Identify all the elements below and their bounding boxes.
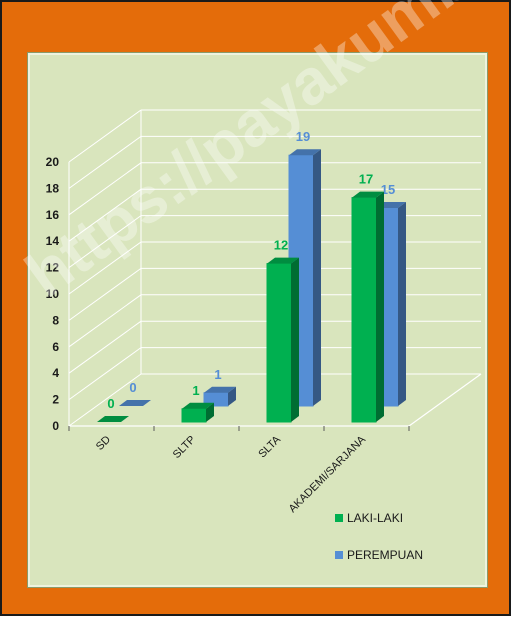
bar-side-laki <box>291 257 299 422</box>
bar-side-perempuan <box>228 386 236 406</box>
x-category-label: AKADEMI/SARJANA <box>287 433 369 515</box>
legend-label: PEREMPUAN <box>347 548 423 562</box>
x-category-label: SD <box>94 434 113 453</box>
y-tick-label: 0 <box>52 419 59 433</box>
x-category-label: SLTP <box>171 434 198 461</box>
data-label: 12 <box>274 238 288 253</box>
side-gridline <box>68 320 142 374</box>
bar-top-perempuan <box>289 149 321 156</box>
data-label: 15 <box>381 182 395 197</box>
bar-top-laki <box>352 191 384 198</box>
side-gridline <box>68 267 142 321</box>
y-tick-label: 2 <box>52 393 59 407</box>
y-tick-label: 20 <box>46 155 60 169</box>
bar-top-laki <box>97 416 129 422</box>
floor-right-edge <box>408 373 482 427</box>
bar-front-laki <box>351 197 377 423</box>
side-gridline <box>68 347 142 401</box>
plot-area <box>27 52 488 588</box>
side-gridline <box>68 135 142 189</box>
data-label: 19 <box>296 129 310 144</box>
y-tick-label: 10 <box>46 287 60 301</box>
y-tick-label: 12 <box>46 261 60 275</box>
legend-swatch <box>335 514 343 522</box>
bar-front-laki <box>181 408 207 423</box>
data-label: 1 <box>192 383 199 398</box>
bar-side-perempuan <box>398 202 406 406</box>
y-tick-label: 4 <box>52 366 59 380</box>
y-tick-label: 14 <box>46 234 60 248</box>
data-label: 1 <box>214 367 221 382</box>
bar-front-laki <box>266 263 292 423</box>
bar-side-perempuan <box>313 149 321 406</box>
side-gridline <box>68 109 142 163</box>
side-gridline <box>68 241 142 295</box>
bar-top-perempuan <box>204 386 236 393</box>
bar-side-laki <box>376 191 384 422</box>
bar-top-perempuan <box>119 400 151 406</box>
y-tick-label: 8 <box>52 313 59 327</box>
side-gridline <box>68 162 142 216</box>
legend-swatch <box>335 551 343 559</box>
y-tick-label: 6 <box>52 340 59 354</box>
legend-label: LAKI-LAKI <box>347 511 403 525</box>
y-tick-label: 16 <box>46 208 60 222</box>
bar-side-laki <box>206 402 214 422</box>
bar-top-laki <box>267 257 299 264</box>
side-gridline <box>68 215 142 269</box>
data-label: 17 <box>359 172 373 187</box>
side-gridline <box>68 294 142 348</box>
y-tick-label: 18 <box>46 181 60 195</box>
data-label: 0 <box>129 380 136 395</box>
side-gridline <box>68 188 142 242</box>
x-category-label: SLTA <box>256 433 283 460</box>
bar-top-laki <box>182 402 214 409</box>
data-label: 0 <box>107 396 114 411</box>
side-gridline <box>68 373 142 427</box>
